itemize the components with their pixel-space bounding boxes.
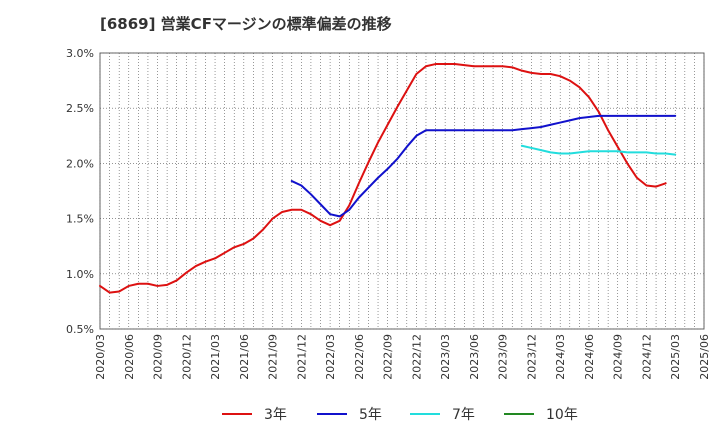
x-tick-label: 2022/12 [410, 334, 423, 380]
x-tick-label: 2021/12 [295, 334, 308, 380]
x-tick-label: 2020/06 [123, 334, 136, 380]
x-tick-label: 2022/09 [382, 334, 395, 380]
chart-title: [6869] 営業CFマージンの標準偏差の推移 [100, 15, 392, 33]
series-line-2 [290, 114, 677, 218]
x-tick-label: 2025/06 [698, 334, 711, 380]
x-tick-label: 2021/06 [238, 334, 251, 380]
x-axis: 2020/03 2020/06 2020/09 2020/12 2021/03 2021/… [94, 334, 711, 380]
x-tick-label: 2020/03 [94, 334, 107, 380]
x-tick-label: 2022/03 [324, 334, 337, 380]
legend-label-2: 5年 [359, 407, 382, 423]
x-tick-label: 2020/12 [180, 334, 193, 380]
y-tick-label: 0.5% [66, 323, 94, 336]
x-tick-label: 2024/06 [583, 334, 596, 380]
x-tick-label: 2024/12 [640, 334, 653, 380]
x-tick-label: 2023/06 [468, 334, 481, 380]
x-tick-label: 2021/03 [209, 334, 222, 380]
legend-label-1: 3年 [264, 407, 287, 423]
series-line-1 [99, 63, 667, 294]
series-line-3 [520, 144, 677, 156]
x-tick-label: 2023/03 [439, 334, 452, 380]
x-tick-label: 2023/12 [525, 334, 538, 380]
y-axis: 3.0% 2.5% 2.0% 1.5% 1.0% 0.5% [66, 47, 94, 336]
x-tick-label: 2024/03 [554, 334, 567, 380]
x-tick-label: 2022/06 [353, 334, 366, 380]
y-tick-label: 3.0% [66, 47, 94, 60]
legend-label-3: 7年 [452, 407, 475, 423]
x-tick-label: 2020/09 [152, 334, 165, 380]
x-tick-label: 2024/09 [612, 334, 625, 380]
grid-lines [99, 52, 705, 330]
x-tick-label: 2023/09 [497, 334, 510, 380]
y-tick-label: 2.5% [66, 102, 94, 115]
y-tick-label: 1.0% [66, 268, 94, 281]
series-layer [99, 63, 677, 294]
plot-area [99, 52, 705, 330]
x-tick-label: 2021/09 [267, 334, 280, 380]
legend: 3年 5年 7年 10年 [222, 407, 578, 423]
y-tick-label: 1.5% [66, 213, 94, 226]
y-tick-label: 2.0% [66, 157, 94, 170]
x-tick-label: 2025/03 [669, 334, 682, 380]
legend-label-4: 10年 [546, 407, 578, 423]
